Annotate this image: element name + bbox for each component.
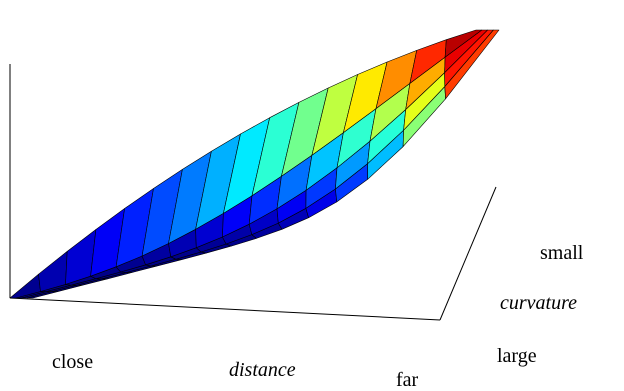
x-axis-label: distance [229,359,296,381]
tick-label-large: large [497,345,537,367]
tick-label-close: close [52,351,94,373]
curvature-axis-line [439,186,497,321]
tick-label-small: small [540,242,584,264]
plot-axes [9,64,497,321]
y-axis-label: curvature [500,292,578,314]
tick-label-far: far [396,369,419,391]
distance-axis-line [9,297,441,321]
surface-patch [444,29,483,58]
surface-mesh [9,29,500,299]
